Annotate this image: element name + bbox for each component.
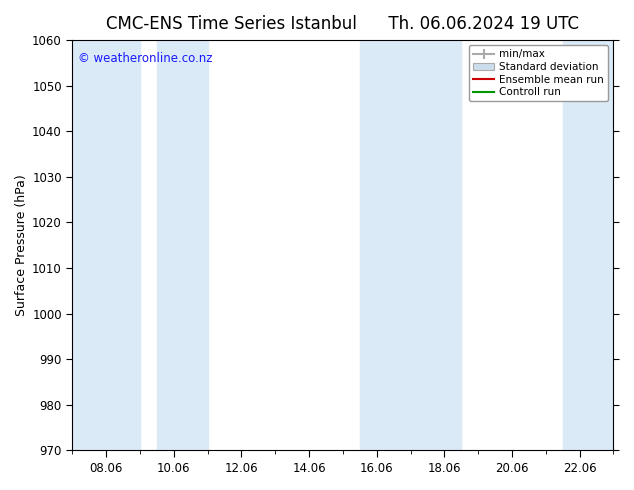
Title: CMC-ENS Time Series Istanbul      Th. 06.06.2024 19 UTC: CMC-ENS Time Series Istanbul Th. 06.06.2… <box>107 15 579 33</box>
Bar <box>157 40 207 450</box>
Text: © weatheronline.co.nz: © weatheronline.co.nz <box>78 52 212 65</box>
Bar <box>360 40 411 450</box>
Y-axis label: Surface Pressure (hPa): Surface Pressure (hPa) <box>15 174 28 316</box>
Bar <box>411 40 462 450</box>
Bar <box>563 40 614 450</box>
Bar <box>72 40 140 450</box>
Legend: min/max, Standard deviation, Ensemble mean run, Controll run: min/max, Standard deviation, Ensemble me… <box>469 45 608 101</box>
